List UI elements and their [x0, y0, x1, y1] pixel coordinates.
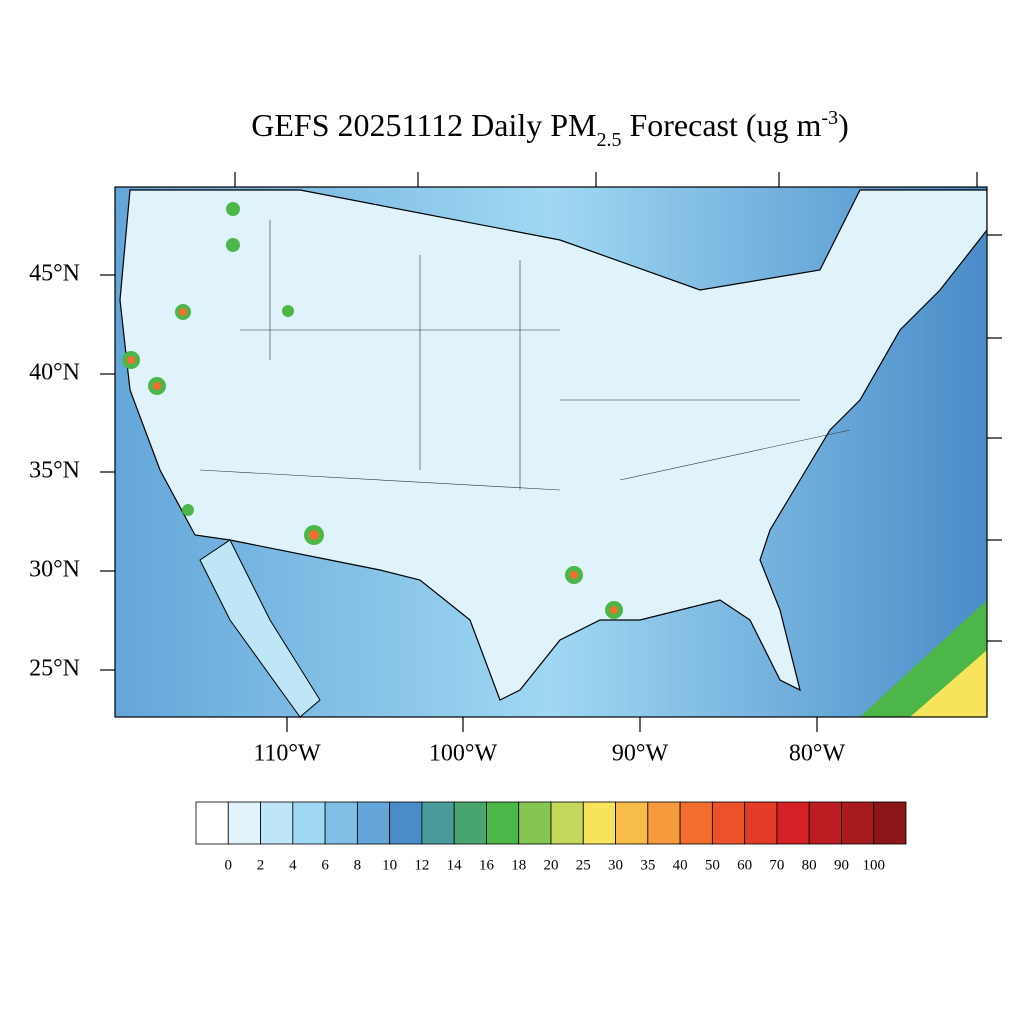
colorbar-label: 14 — [447, 857, 463, 873]
colorbar-box — [647, 801, 681, 845]
lon-label: 100°W — [429, 741, 498, 767]
lat-label: 25°N — [29, 656, 80, 682]
title-middle: Forecast (ug m — [621, 107, 821, 143]
title-sup: -3 — [821, 107, 838, 129]
colorbar-label: 35 — [640, 857, 655, 873]
colorbar-label: 90 — [834, 857, 849, 873]
colorbar-box — [808, 801, 842, 845]
colorbar-box — [227, 801, 261, 845]
colorbar-box — [324, 801, 358, 845]
lat-label: 40°N — [29, 360, 80, 386]
lon-label: 90°W — [612, 741, 669, 767]
ticks — [100, 172, 1002, 732]
colorbar-box — [453, 801, 487, 845]
colorbar-label: 18 — [511, 857, 526, 873]
lat-label: 45°N — [29, 261, 80, 287]
colorbar-label: 6 — [321, 857, 329, 873]
colorbar-box — [776, 801, 810, 845]
map-frame — [114, 186, 988, 718]
map-field — [115, 187, 987, 717]
colorbar-box — [873, 801, 907, 845]
colorbar-box — [195, 801, 229, 845]
colorbar-box — [518, 801, 552, 845]
colorbar-label: 0 — [225, 857, 233, 873]
colorbar-label: 16 — [479, 857, 495, 873]
colorbar: 0 2 4 6 8 10 12 14 16 18 20 25 30 35 40 50 60 70 80 90 100 — [195, 801, 907, 873]
colorbar-label: 12 — [414, 857, 429, 873]
colorbar-label: 100 — [862, 857, 885, 873]
colorbar-box — [744, 801, 778, 845]
colorbar-label: 30 — [608, 857, 623, 873]
colorbar-box — [711, 801, 746, 845]
lat-label: 30°N — [29, 557, 80, 583]
colorbar-label: 20 — [544, 857, 559, 873]
colorbar-label: 70 — [769, 857, 784, 873]
lon-label: 110°W — [253, 741, 321, 767]
lat-label: 35°N — [29, 458, 80, 484]
title-sub: 2.5 — [596, 129, 621, 151]
colorbar-box — [615, 801, 649, 845]
colorbar-box — [841, 801, 875, 845]
colorbar-label: 4 — [289, 857, 297, 873]
colorbar-label: 25 — [576, 857, 591, 873]
colorbar-label: 80 — [802, 857, 817, 873]
colorbar-box — [582, 801, 616, 845]
colorbar-box — [356, 801, 391, 845]
colorbar-box — [260, 801, 294, 845]
colorbar-label: 2 — [257, 857, 265, 873]
colorbar-label: 60 — [737, 857, 752, 873]
title: GEFS 20251112 Daily PM2.5 Forecast (ug m… — [251, 107, 849, 151]
colorbar-label: 10 — [382, 857, 397, 873]
title-text: GEFS 20251112 Daily PM — [251, 107, 596, 143]
colorbar-box — [486, 801, 520, 845]
colorbar-box — [292, 801, 326, 845]
colorbar-box — [550, 801, 584, 845]
colorbar-box — [389, 801, 423, 845]
lon-label: 80°W — [789, 741, 846, 767]
title-end: ) — [838, 107, 849, 143]
colorbar-label: 8 — [354, 857, 362, 873]
colorbar-label: 40 — [673, 857, 688, 873]
colorbar-label: 50 — [705, 857, 720, 873]
colorbar-box — [421, 801, 455, 845]
colorbar-box — [679, 801, 713, 845]
